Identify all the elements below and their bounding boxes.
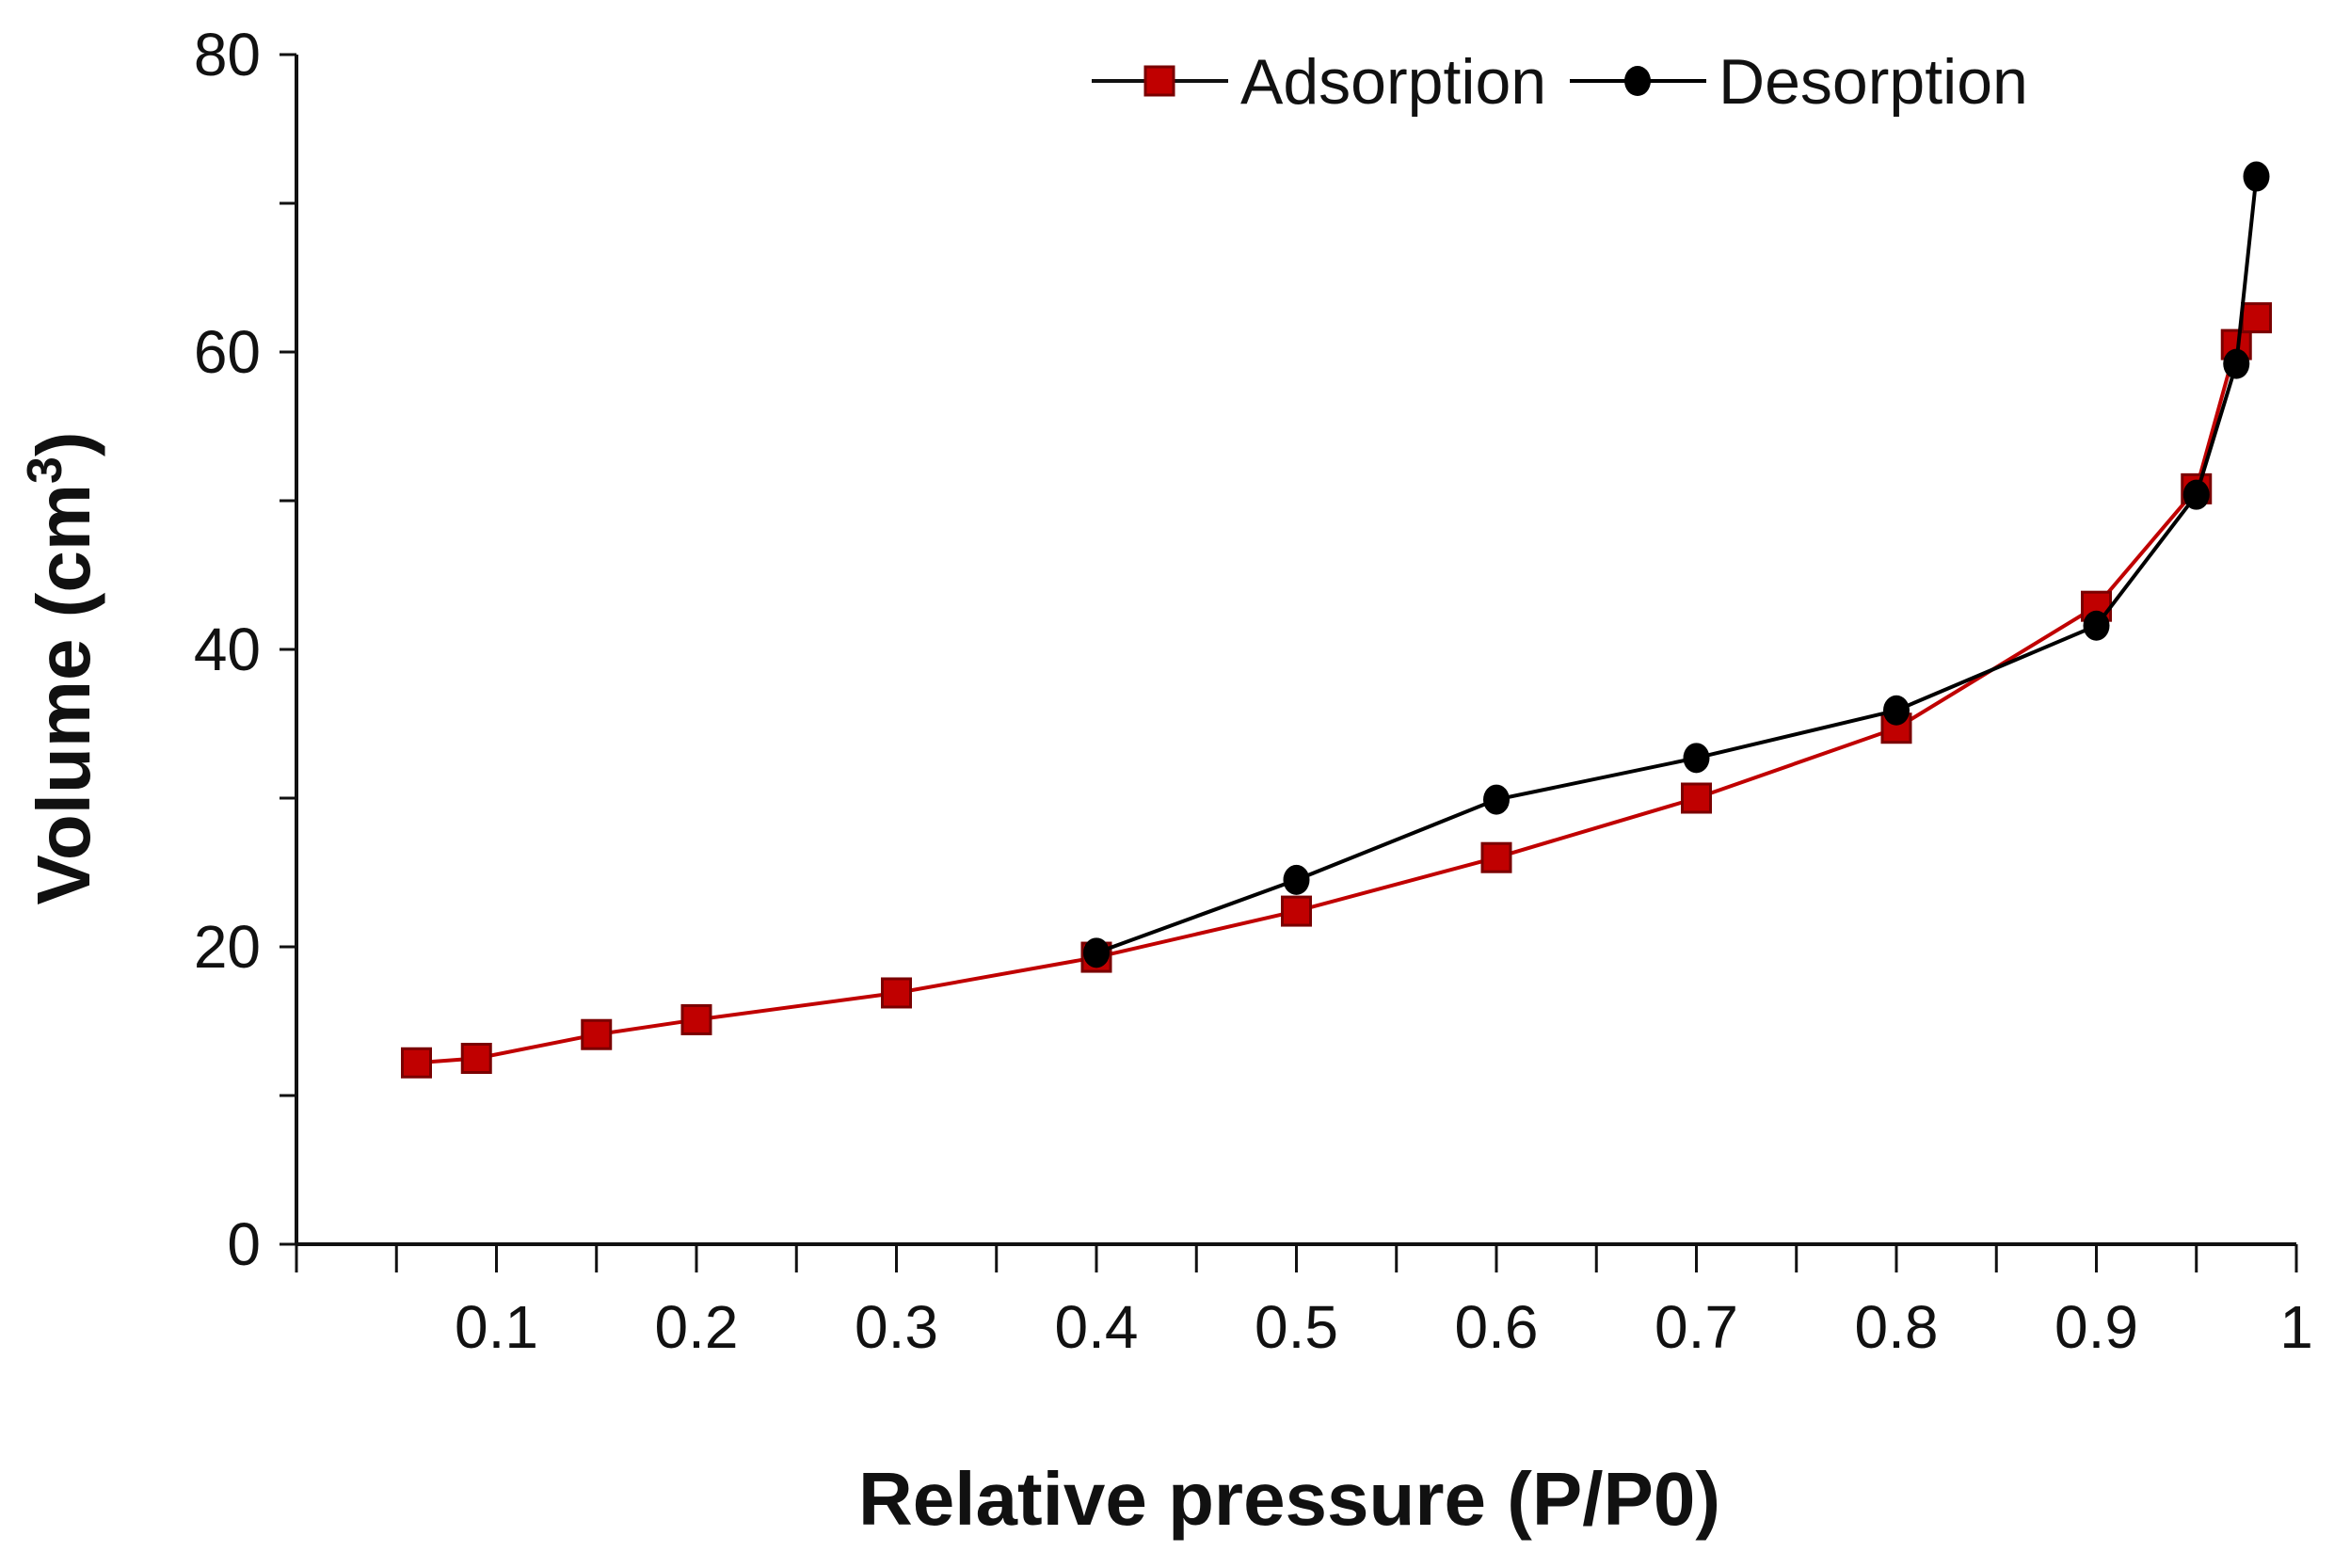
adsorption-point <box>1281 895 1312 927</box>
x-tick-label: 0.4 <box>1055 1293 1139 1361</box>
y-axis-title-sup: 3 <box>18 456 72 484</box>
legend: Adsorption Desorption <box>1092 46 2028 118</box>
legend-label-adsorption: Adsorption <box>1240 46 1546 118</box>
desorption-point <box>1483 784 1510 815</box>
legend-marker-desorption <box>1624 66 1651 96</box>
desorption-point <box>2083 610 2110 641</box>
y-tick-label: 80 <box>194 21 261 88</box>
desorption-point <box>2182 479 2210 510</box>
adsorption-point <box>401 1047 432 1079</box>
adsorption-point <box>680 1003 712 1035</box>
y-tick-label: 60 <box>194 318 261 386</box>
y-tick-label: 20 <box>194 913 261 981</box>
desorption-point <box>1883 695 1910 726</box>
desorption-point <box>2243 161 2270 192</box>
axes: 0 20 40 60 80 0.1 0.2 0.3 0.4 0.5 0.6 0.7 0.8 0.9 1 <box>194 21 2313 1361</box>
x-tick-label: 0.6 <box>1455 1293 1539 1361</box>
adsorption-point <box>460 1043 492 1074</box>
x-tick-label: 0.7 <box>1655 1293 1738 1361</box>
desorption-point <box>1283 864 1310 895</box>
x-tick-label: 0.9 <box>2054 1293 2138 1361</box>
x-tick-label: 0.5 <box>1255 1293 1338 1361</box>
adsorption-point <box>1681 782 1712 814</box>
x-axis-title: Relative pressure (P/P0) <box>858 1457 1720 1541</box>
x-tick-label: 0.8 <box>1855 1293 1939 1361</box>
series-line-adsorption <box>416 316 2259 1065</box>
legend-marker-adsorption <box>1143 65 1175 97</box>
series-line-desorption <box>1095 176 2259 955</box>
y-axis-title: Volume (cm3) <box>18 431 105 904</box>
x-tick-label: 0.1 <box>455 1293 538 1361</box>
adsorption-point <box>1480 841 1512 873</box>
adsorption-point <box>2241 302 2272 334</box>
x-tick-label: 1 <box>2279 1293 2313 1361</box>
x-tick-label: 0.2 <box>655 1293 739 1361</box>
series-layer <box>401 161 2272 1079</box>
y-tick-label: 0 <box>227 1210 261 1278</box>
y-axis-title-base: Volume (cm <box>22 484 105 905</box>
legend-label-desorption: Desorption <box>1719 46 2028 118</box>
desorption-point <box>2223 348 2250 379</box>
y-tick-label: 40 <box>194 616 261 683</box>
desorption-point <box>1683 743 1710 774</box>
y-axis-title-end: ) <box>22 431 105 456</box>
desorption-point <box>1083 937 1110 968</box>
x-tick-label: 0.3 <box>855 1293 938 1361</box>
adsorption-point <box>581 1018 613 1050</box>
adsorption-point <box>881 977 912 1009</box>
